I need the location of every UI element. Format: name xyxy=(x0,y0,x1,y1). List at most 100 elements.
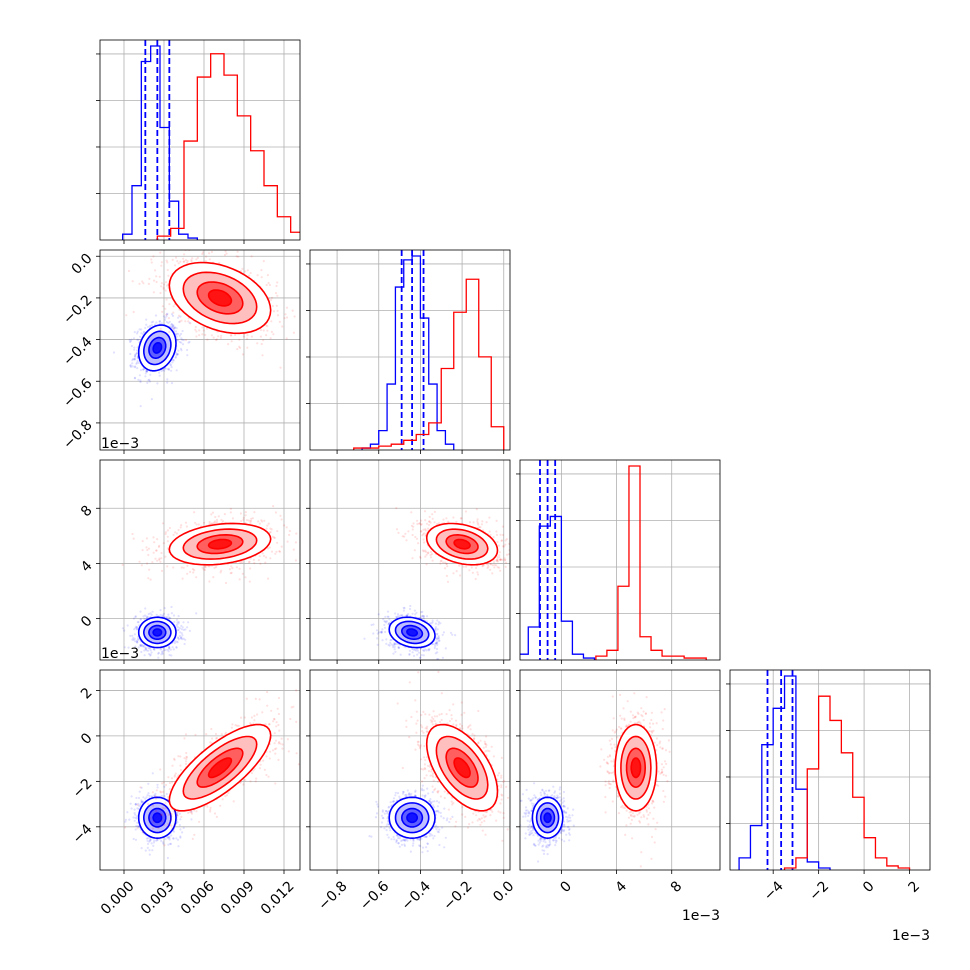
scatter-point xyxy=(133,348,136,351)
scatter-point xyxy=(141,540,144,543)
scatter-point xyxy=(223,513,226,516)
scatter-point xyxy=(159,613,162,616)
scatter-point xyxy=(144,326,147,330)
scatter-point xyxy=(166,261,169,264)
scatter-point xyxy=(429,554,432,557)
tick-marks xyxy=(96,255,285,454)
scatter-point xyxy=(195,258,198,261)
scatter-point xyxy=(198,334,201,337)
scatter-point xyxy=(260,276,263,279)
scatter-point xyxy=(230,340,233,343)
scatter-point xyxy=(132,638,135,642)
scatter-point xyxy=(167,367,170,370)
scatter-point xyxy=(133,357,136,360)
scatter-point xyxy=(499,558,503,561)
scatter-point xyxy=(164,316,167,319)
scatter-point xyxy=(439,562,442,565)
scatter-point xyxy=(162,612,165,615)
scatter-point xyxy=(208,580,211,583)
scatter-point xyxy=(162,286,165,289)
scatter-point xyxy=(159,609,162,612)
scatter-point xyxy=(142,368,145,371)
scatter-point xyxy=(475,508,478,511)
scatter-point xyxy=(210,334,213,337)
panel-0-0 xyxy=(96,39,301,244)
scatter-point xyxy=(159,648,162,651)
scatter-point xyxy=(220,334,223,337)
scatter-point xyxy=(428,520,431,523)
scatter-point xyxy=(293,315,296,318)
scatter-point xyxy=(395,616,399,619)
scatter-point xyxy=(155,549,158,552)
scatter-point xyxy=(193,511,196,514)
scatter-point xyxy=(146,649,150,652)
scatter-point xyxy=(250,517,253,520)
scatter-point xyxy=(175,332,178,335)
scatter-point xyxy=(137,638,140,641)
scatter-point xyxy=(184,339,188,342)
scatter-point xyxy=(278,550,281,553)
scatter-point xyxy=(161,522,165,525)
contour-level xyxy=(207,538,233,550)
scatter-point xyxy=(160,322,163,325)
scatter-point xyxy=(160,569,164,573)
scatter-point xyxy=(175,369,178,372)
scatter-point xyxy=(145,615,148,618)
scatter-point xyxy=(201,326,204,329)
scatter-point xyxy=(180,624,183,628)
scatter-point xyxy=(376,643,379,646)
scatter-point xyxy=(150,321,153,324)
scatter-point xyxy=(174,330,178,333)
scatter-point xyxy=(270,296,274,299)
scatter-point xyxy=(197,523,200,526)
scatter-point xyxy=(387,623,390,626)
scatter-point xyxy=(155,321,158,324)
scatter-point xyxy=(252,558,255,562)
scatter-point xyxy=(434,626,437,629)
panel-frame xyxy=(99,39,301,241)
scatter-point xyxy=(411,651,414,654)
scatter-point xyxy=(186,241,188,243)
scatter-point xyxy=(163,318,167,321)
scatter-point xyxy=(175,327,178,330)
scatter-point xyxy=(257,520,260,523)
scatter-point xyxy=(156,382,159,385)
scatter-point xyxy=(187,621,190,624)
scatter-point xyxy=(130,338,133,341)
scatter-point xyxy=(375,629,379,632)
scatter-point xyxy=(184,638,187,641)
scatter-point xyxy=(144,648,147,651)
scatter-point xyxy=(434,627,437,630)
scatter-point xyxy=(131,359,134,362)
scatter-point xyxy=(145,369,148,372)
scatter-point xyxy=(265,283,268,287)
scatter-point xyxy=(179,260,182,263)
scatter-point xyxy=(141,645,144,648)
scatter-point xyxy=(168,320,171,323)
scatter-point xyxy=(136,359,139,363)
scatter-point xyxy=(393,642,396,645)
scatter-point xyxy=(388,644,391,647)
scatter-point xyxy=(421,610,424,613)
scatter-point xyxy=(275,304,278,307)
scatter-point xyxy=(136,332,139,335)
scatter-point xyxy=(176,352,179,356)
scatter-point xyxy=(159,251,162,254)
scatter-point xyxy=(210,513,213,516)
scatter-point xyxy=(161,652,164,655)
scatter-point xyxy=(164,367,167,370)
scatter-point xyxy=(424,529,427,532)
scatter-point xyxy=(142,368,145,371)
scatter-point xyxy=(245,519,248,522)
scatter-point xyxy=(134,627,137,630)
scatter-point xyxy=(145,370,148,373)
scatter-point xyxy=(154,269,157,272)
scatter-point xyxy=(148,380,151,383)
scatter-point xyxy=(477,523,480,526)
scatter-point xyxy=(165,315,168,318)
scatter-point xyxy=(492,536,495,539)
scatter-point xyxy=(179,315,182,318)
scatter-point xyxy=(144,646,147,649)
scatter-point xyxy=(136,330,139,333)
scatter-point xyxy=(170,612,173,615)
